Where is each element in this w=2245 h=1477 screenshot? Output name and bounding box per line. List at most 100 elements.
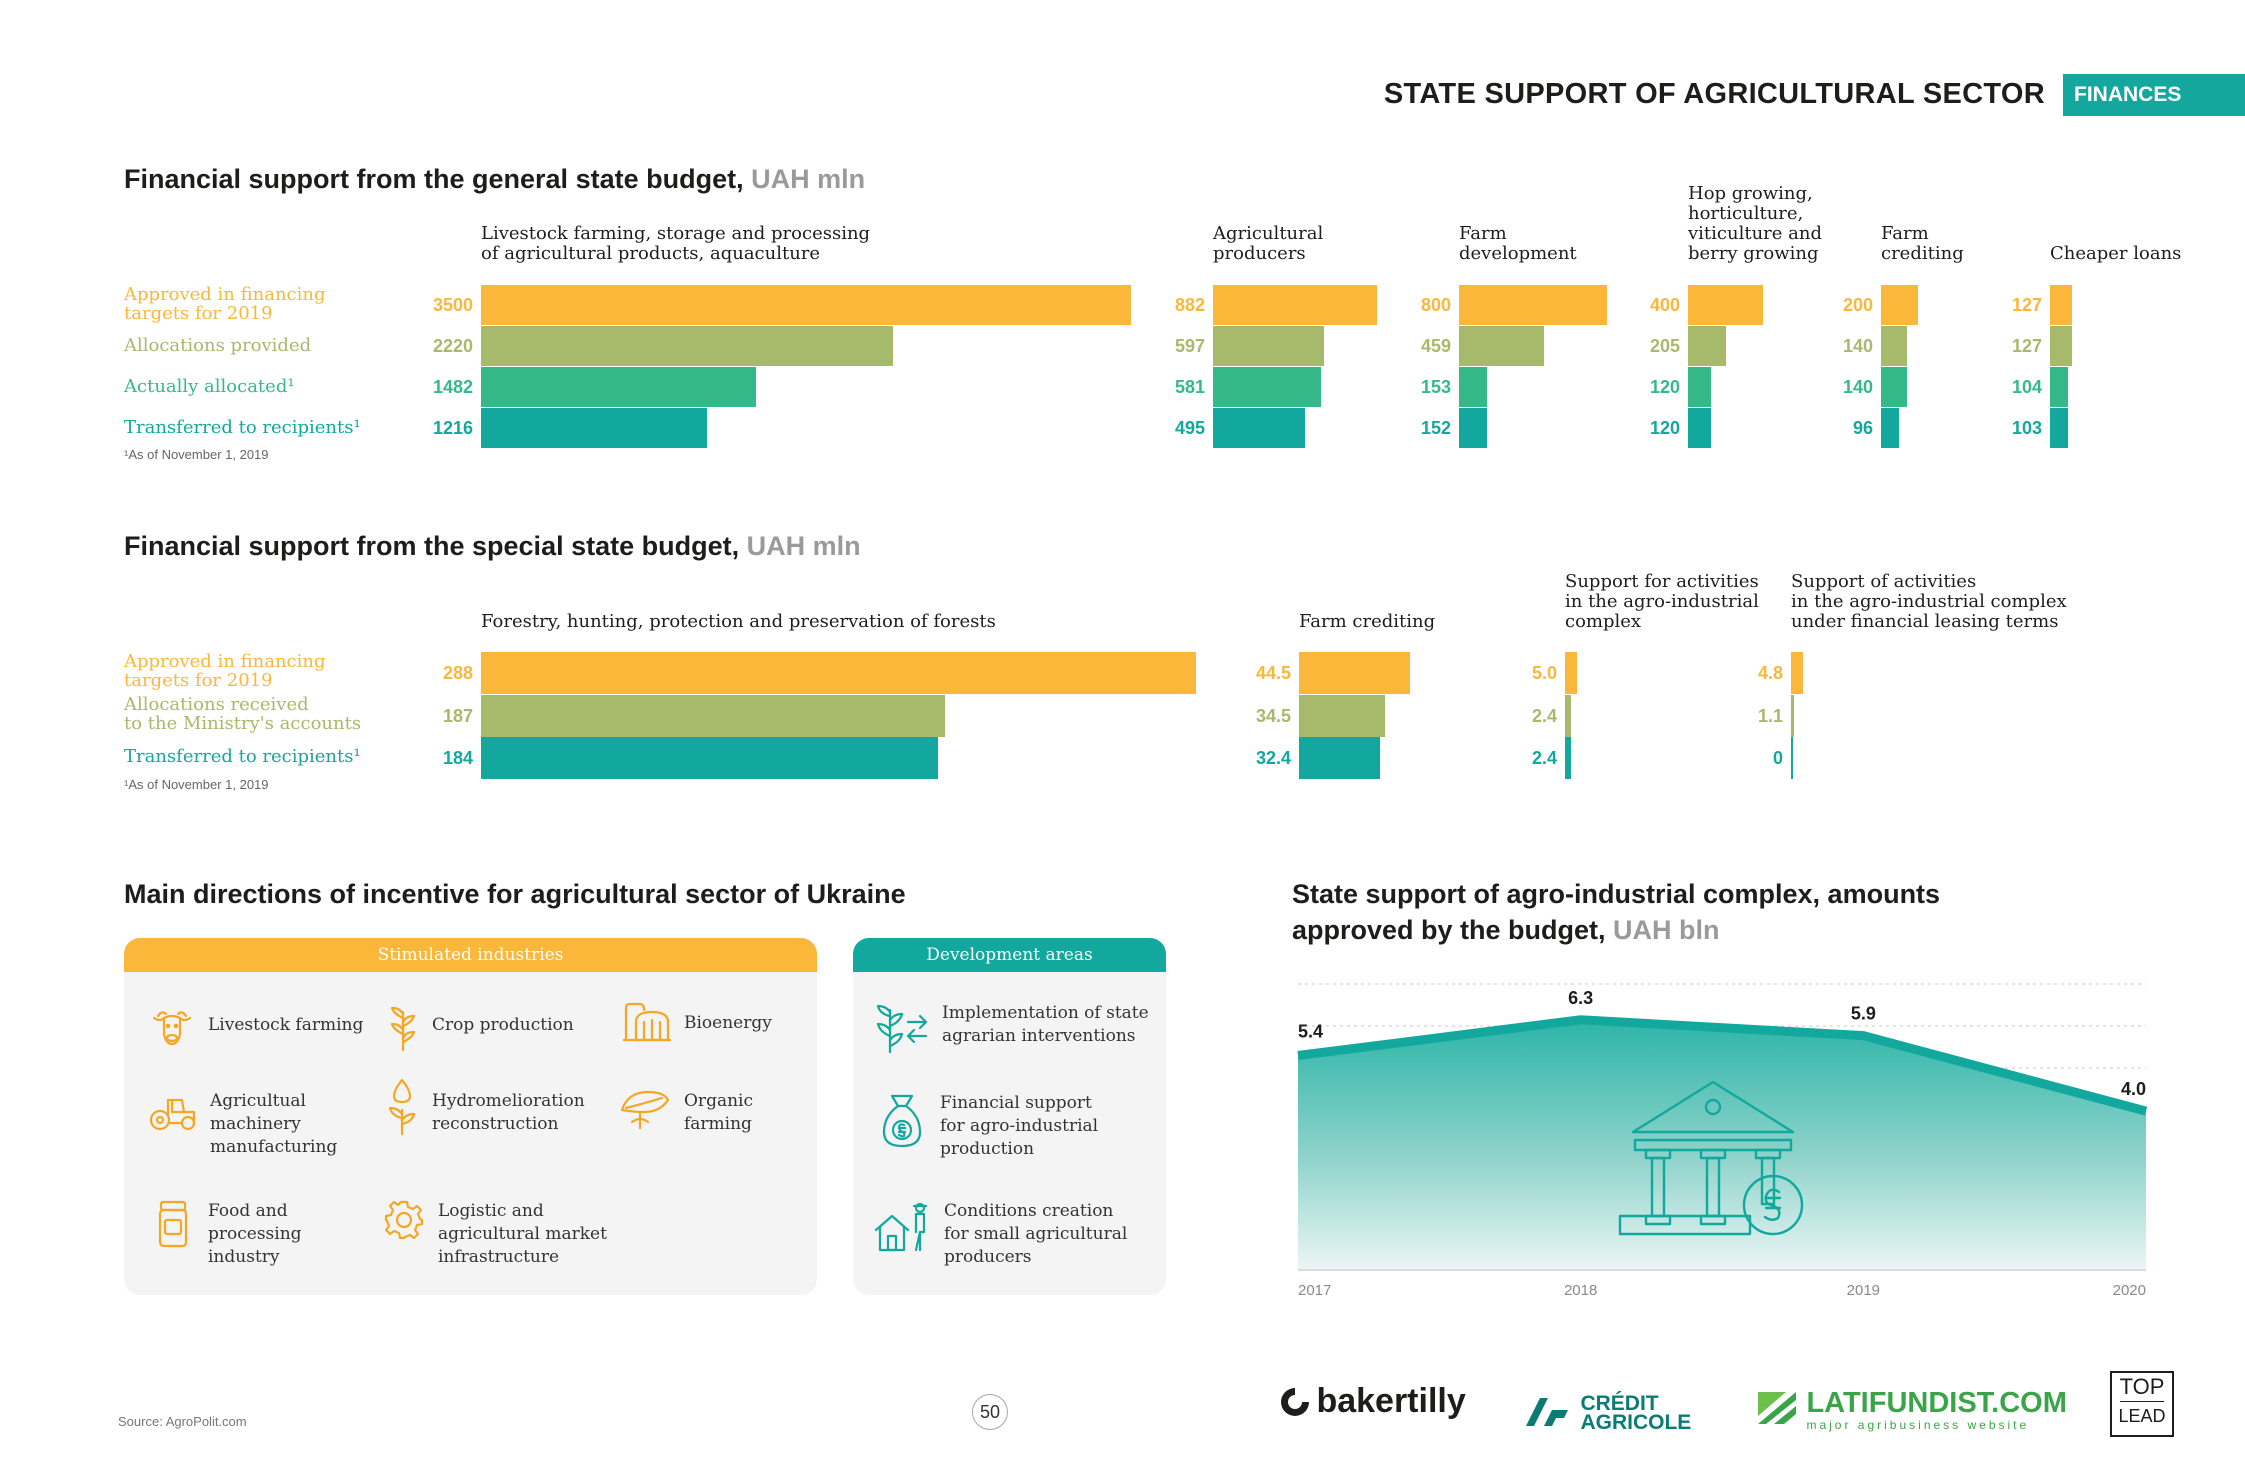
plant-arrows-icon — [876, 1004, 928, 1054]
value-label: 2.4 — [1531, 748, 1557, 768]
bar — [1881, 285, 1918, 325]
category-label: Farm crediting — [1881, 223, 1964, 264]
value-label: 103 — [2011, 418, 2042, 438]
organic-leaf-icon — [620, 1090, 670, 1130]
row-label: Approved in financing targets for 2019 — [124, 651, 326, 691]
value-label: 800 — [1420, 295, 1451, 315]
money-bag-icon — [882, 1094, 922, 1148]
toplead-line2: LEAD — [2118, 1406, 2166, 1426]
bar — [1565, 652, 1577, 694]
latifundist-field-icon — [1758, 1392, 1796, 1424]
area-title-text: approved by the budget, — [1292, 915, 1606, 945]
page-header-title: STATE SUPPORT OF AGRICULTURAL SECTOR — [1383, 78, 2045, 110]
area-chart-title-line2: approved by the budget, UAH bln — [1292, 915, 1720, 946]
value-label: 187 — [442, 706, 473, 726]
bar — [1565, 737, 1571, 779]
value-label: 140 — [1842, 336, 1873, 356]
bar — [1299, 695, 1386, 737]
category-label: Support of activities in the agro-industr… — [1791, 571, 2067, 632]
bar — [1881, 408, 1899, 448]
latifundist-logo: LATIFUNDIST.COM major agribusiness websi… — [1756, 1388, 2067, 1432]
data-label: 5.9 — [1851, 1004, 1876, 1024]
value-label: 127 — [2011, 336, 2042, 356]
value-label: 153 — [1420, 377, 1451, 397]
credit-agricole-line1: CRÉDIT — [1580, 1392, 1659, 1415]
industry-logistics: Logistic and agricultural market infrastru… — [384, 1200, 607, 1269]
bar — [1791, 695, 1794, 737]
credit-agricole-logo: CRÉDIT AGRICOLE — [1522, 1392, 1692, 1434]
gear-icon — [384, 1200, 424, 1240]
value-label: 127 — [2011, 295, 2042, 315]
toplead-divider — [2120, 1401, 2164, 1402]
special-footnote: ¹As of November 1, 2019 — [124, 777, 269, 792]
area-fill — [1298, 1019, 2146, 1270]
industry-livestock: Livestock farming — [148, 1004, 363, 1052]
bar — [1881, 326, 1907, 366]
bar — [1459, 408, 1488, 448]
category-label: Agricultural producers — [1213, 223, 1324, 264]
value-label: 34.5 — [1255, 706, 1291, 726]
bar — [481, 408, 707, 448]
row-label: Transferred to recipients¹ — [124, 746, 361, 767]
bakertilly-mark-icon — [1281, 1387, 1309, 1416]
development-areas-header: Development areas — [853, 938, 1166, 972]
value-label: 104 — [2011, 377, 2042, 397]
general-title-unit: UAH mln — [751, 164, 866, 194]
latifundist-text: LATIFUNDIST.COM major agribusiness websi… — [1806, 1388, 2066, 1432]
development-financial: Financial support for agro-industrial prod… — [880, 1092, 1098, 1161]
value-label: 152 — [1420, 418, 1451, 438]
credit-agricole-text: CRÉDIT AGRICOLE — [1580, 1392, 1692, 1434]
bar — [1213, 408, 1306, 448]
value-label: 1.1 — [1757, 706, 1783, 726]
sprout-icon — [390, 1006, 416, 1052]
industry-label: Agricultual machinery manufacturing — [210, 1091, 338, 1157]
industry-food: Food and processing industry — [156, 1200, 302, 1269]
industry-label: Bioenergy — [684, 1013, 772, 1033]
value-label: 5.0 — [1531, 663, 1557, 683]
bar — [481, 695, 946, 737]
value-label: 96 — [1852, 418, 1873, 438]
credit-agricole-line2: AGRICOLE — [1580, 1411, 1692, 1434]
page-number: 50 — [972, 1394, 1008, 1430]
industry-label: Hydromelioration reconstruction — [432, 1091, 585, 1134]
row-label: Actually allocated¹ — [124, 376, 295, 397]
value-label: 184 — [442, 748, 473, 768]
bar — [1299, 652, 1410, 694]
area-title-unit: UAH bln — [1613, 915, 1720, 945]
development-label: Financial support for agro-industrial prod… — [940, 1093, 1099, 1159]
value-label: 44.5 — [1255, 663, 1291, 683]
value-label: 1216 — [432, 418, 473, 438]
special-title-unit: UAH mln — [746, 531, 861, 561]
bar — [1688, 408, 1711, 448]
industry-label: Livestock farming — [208, 1015, 364, 1035]
data-label: 6.3 — [1568, 988, 1593, 1008]
bakertilly-logo: bakertilly — [1278, 1382, 1466, 1421]
value-label: 581 — [1174, 377, 1205, 397]
latifundist-tagline: major agribusiness website — [1806, 1418, 2030, 1432]
bar — [2050, 408, 2068, 448]
value-label: 120 — [1649, 377, 1680, 397]
bar — [1791, 652, 1803, 694]
data-label: 4.0 — [2121, 1079, 2146, 1099]
x-tick-label: 2018 — [1564, 1282, 1597, 1299]
industry-label: Organic farming — [684, 1091, 753, 1134]
industry-crop: Crop production — [386, 1004, 574, 1052]
category-label: Farm crediting — [1299, 611, 1436, 632]
row-label: Allocations provided — [124, 335, 312, 356]
bank-icon — [1618, 1080, 1804, 1236]
area-chart: 5.4 6.3 5.9 4.0 2017 2018 2019 2020 — [1297, 983, 2148, 1299]
stimulated-industries-card: Stimulated industries — [124, 938, 817, 1295]
category-label: Support for activities in the agro-indust… — [1565, 571, 1759, 632]
category-label: Forestry, hunting, protection and preser… — [481, 611, 996, 632]
bar — [481, 367, 757, 407]
value-label: 0 — [1772, 748, 1783, 768]
bar — [1881, 367, 1907, 407]
area-labels: 5.4 6.3 5.9 4.0 2017 2018 2019 2020 — [1298, 988, 2146, 1299]
value-label: 597 — [1174, 336, 1205, 356]
development-label: Conditions creation for small agricultura… — [944, 1201, 1128, 1267]
development-label: Implementation of state agrarian interven… — [942, 1003, 1149, 1046]
bar — [1213, 285, 1377, 325]
value-label: 2.4 — [1531, 706, 1557, 726]
bar — [1213, 367, 1322, 407]
industry-organic: Organic farming — [618, 1086, 753, 1136]
